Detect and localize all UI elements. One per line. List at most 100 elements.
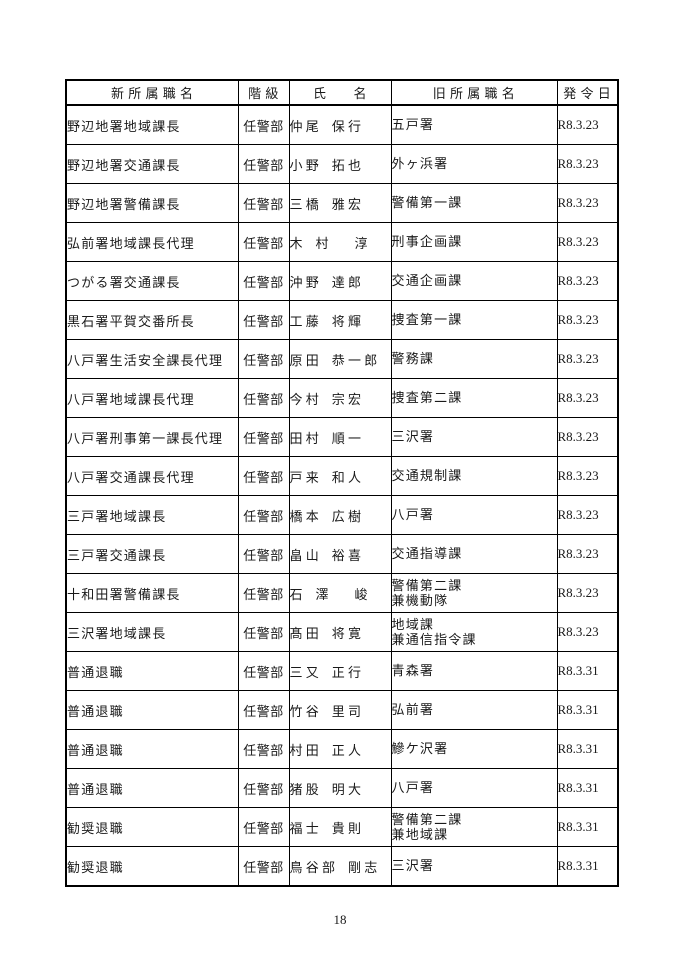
cell-name: 石 澤 峻 <box>288 573 392 613</box>
cell-new-position: 普通退職 <box>65 690 239 730</box>
table-row: 八戸署刑事第一課長代理 任警部 田 村 順 一 三沢署 R8.3.23 <box>65 417 619 457</box>
cell-old-position: 三沢署 <box>390 846 558 887</box>
cell-date: R8.3.23 <box>556 104 619 145</box>
cell-new-position: 普通退職 <box>65 768 239 808</box>
cell-date: R8.3.23 <box>556 612 619 652</box>
personnel-transfer-table: 新 所 属 職 名 階 級 氏 名 旧 所 属 職 名 発 令 日 野辺地署地域… <box>65 79 619 887</box>
cell-date: R8.3.23 <box>556 378 619 418</box>
cell-rank: 任警部 <box>237 261 290 301</box>
cell-new-position: 野辺地署交通課長 <box>65 144 239 184</box>
cell-rank: 任警部 <box>237 612 290 652</box>
cell-name: 小 野 拓 也 <box>288 144 392 184</box>
cell-new-position: 八戸署地域課長代理 <box>65 378 239 418</box>
table-row: 野辺地署地域課長 任警部 仲 尾 保 行 五戸署 R8.3.23 <box>65 104 619 145</box>
cell-date: R8.3.31 <box>556 729 619 769</box>
cell-new-position: 八戸署刑事第一課長代理 <box>65 417 239 457</box>
cell-name: 原 田 恭 一 郎 <box>288 339 392 379</box>
cell-rank: 任警部 <box>237 573 290 613</box>
cell-new-position: 八戸署生活安全課長代理 <box>65 339 239 379</box>
table-row: 勧奨退職 任警部 福 士 貴 則 警備第二課 兼地域課 R8.3.31 <box>65 807 619 847</box>
cell-new-position: 普通退職 <box>65 651 239 691</box>
cell-name: 髙 田 将 寛 <box>288 612 392 652</box>
cell-old-position: 交通企画課 <box>390 261 558 301</box>
table-row: 十和田署警備課長 任警部 石 澤 峻 警備第二課 兼機動隊 R8.3.23 <box>65 573 619 613</box>
cell-new-position: 十和田署警備課長 <box>65 573 239 613</box>
table-row: 弘前署地域課長代理 任警部 木 村 淳 刑事企画課 R8.3.23 <box>65 222 619 262</box>
cell-name: 木 村 淳 <box>288 222 392 262</box>
table-body: 野辺地署地域課長 任警部 仲 尾 保 行 五戸署 R8.3.23 野辺地署交通課… <box>65 104 619 887</box>
cell-old-position: 捜査第一課 <box>390 300 558 340</box>
cell-old-position: 刑事企画課 <box>390 222 558 262</box>
cell-date: R8.3.23 <box>556 183 619 223</box>
cell-old-position: 外ヶ浜署 <box>390 144 558 184</box>
cell-name: 工 藤 将 輝 <box>288 300 392 340</box>
table-row: 野辺地署交通課長 任警部 小 野 拓 也 外ヶ浜署 R8.3.23 <box>65 144 619 184</box>
cell-old-position: 青森署 <box>390 651 558 691</box>
header-name: 氏 名 <box>288 79 392 106</box>
cell-rank: 任警部 <box>237 104 290 145</box>
table-row: 普通退職 任警部 村 田 正 人 鰺ケ沢署 R8.3.31 <box>65 729 619 769</box>
cell-old-position: 警備第二課 兼機動隊 <box>390 573 558 613</box>
cell-new-position: 普通退職 <box>65 729 239 769</box>
cell-name: 田 村 順 一 <box>288 417 392 457</box>
table-row: 普通退職 任警部 竹 谷 里 司 弘前署 R8.3.31 <box>65 690 619 730</box>
cell-old-position: 三沢署 <box>390 417 558 457</box>
cell-rank: 任警部 <box>237 339 290 379</box>
cell-rank: 任警部 <box>237 144 290 184</box>
cell-date: R8.3.23 <box>556 534 619 574</box>
cell-name: 竹 谷 里 司 <box>288 690 392 730</box>
cell-rank: 任警部 <box>237 651 290 691</box>
cell-new-position: 三沢署地域課長 <box>65 612 239 652</box>
cell-new-position: 弘前署地域課長代理 <box>65 222 239 262</box>
cell-old-position: 八戸署 <box>390 768 558 808</box>
cell-old-position: 弘前署 <box>390 690 558 730</box>
table-row: 普通退職 任警部 猪 股 明 大 八戸署 R8.3.31 <box>65 768 619 808</box>
table-row: 八戸署交通課長代理 任警部 戸 来 和 人 交通規制課 R8.3.23 <box>65 456 619 496</box>
cell-rank: 任警部 <box>237 300 290 340</box>
table-row: 三沢署地域課長 任警部 髙 田 将 寛 地域課 兼通信指令課 R8.3.23 <box>65 612 619 652</box>
cell-rank: 任警部 <box>237 729 290 769</box>
cell-new-position: 勧奨退職 <box>65 846 239 887</box>
cell-name: 福 士 貴 則 <box>288 807 392 847</box>
cell-date: R8.3.31 <box>556 807 619 847</box>
cell-date: R8.3.31 <box>556 846 619 887</box>
cell-rank: 任警部 <box>237 768 290 808</box>
table-row: 勧奨退職 任警部 鳥 谷 部 剛 志 三沢署 R8.3.31 <box>65 846 619 887</box>
cell-rank: 任警部 <box>237 807 290 847</box>
cell-date: R8.3.23 <box>556 456 619 496</box>
table-row: 黒石署平賀交番所長 任警部 工 藤 将 輝 捜査第一課 R8.3.23 <box>65 300 619 340</box>
cell-new-position: つがる署交通課長 <box>65 261 239 301</box>
cell-name: 今 村 宗 宏 <box>288 378 392 418</box>
cell-rank: 任警部 <box>237 183 290 223</box>
cell-date: R8.3.31 <box>556 690 619 730</box>
cell-name: 三 又 正 行 <box>288 651 392 691</box>
table-row: 三戸署地域課長 任警部 橋 本 広 樹 八戸署 R8.3.23 <box>65 495 619 535</box>
cell-old-position: 警備第一課 <box>390 183 558 223</box>
cell-date: R8.3.31 <box>556 651 619 691</box>
cell-old-position: 五戸署 <box>390 104 558 145</box>
cell-old-position: 地域課 兼通信指令課 <box>390 612 558 652</box>
header-date: 発 令 日 <box>556 79 619 106</box>
cell-name: 村 田 正 人 <box>288 729 392 769</box>
cell-date: R8.3.23 <box>556 417 619 457</box>
cell-name: 橋 本 広 樹 <box>288 495 392 535</box>
cell-name: 三 橋 雅 宏 <box>288 183 392 223</box>
table-row: 野辺地署警備課長 任警部 三 橋 雅 宏 警備第一課 R8.3.23 <box>65 183 619 223</box>
cell-name: 戸 来 和 人 <box>288 456 392 496</box>
cell-rank: 任警部 <box>237 417 290 457</box>
cell-name: 沖 野 達 郎 <box>288 261 392 301</box>
cell-rank: 任警部 <box>237 495 290 535</box>
cell-old-position: 交通規制課 <box>390 456 558 496</box>
cell-new-position: 三戸署交通課長 <box>65 534 239 574</box>
header-old-position: 旧 所 属 職 名 <box>390 79 558 106</box>
table-row: 八戸署生活安全課長代理 任警部 原 田 恭 一 郎 警務課 R8.3.23 <box>65 339 619 379</box>
cell-name: 仲 尾 保 行 <box>288 104 392 145</box>
cell-new-position: 野辺地署地域課長 <box>65 104 239 145</box>
cell-new-position: 勧奨退職 <box>65 807 239 847</box>
cell-date: R8.3.31 <box>556 768 619 808</box>
cell-name: 鳥 谷 部 剛 志 <box>288 846 392 887</box>
cell-date: R8.3.23 <box>556 339 619 379</box>
cell-rank: 任警部 <box>237 222 290 262</box>
cell-date: R8.3.23 <box>556 300 619 340</box>
